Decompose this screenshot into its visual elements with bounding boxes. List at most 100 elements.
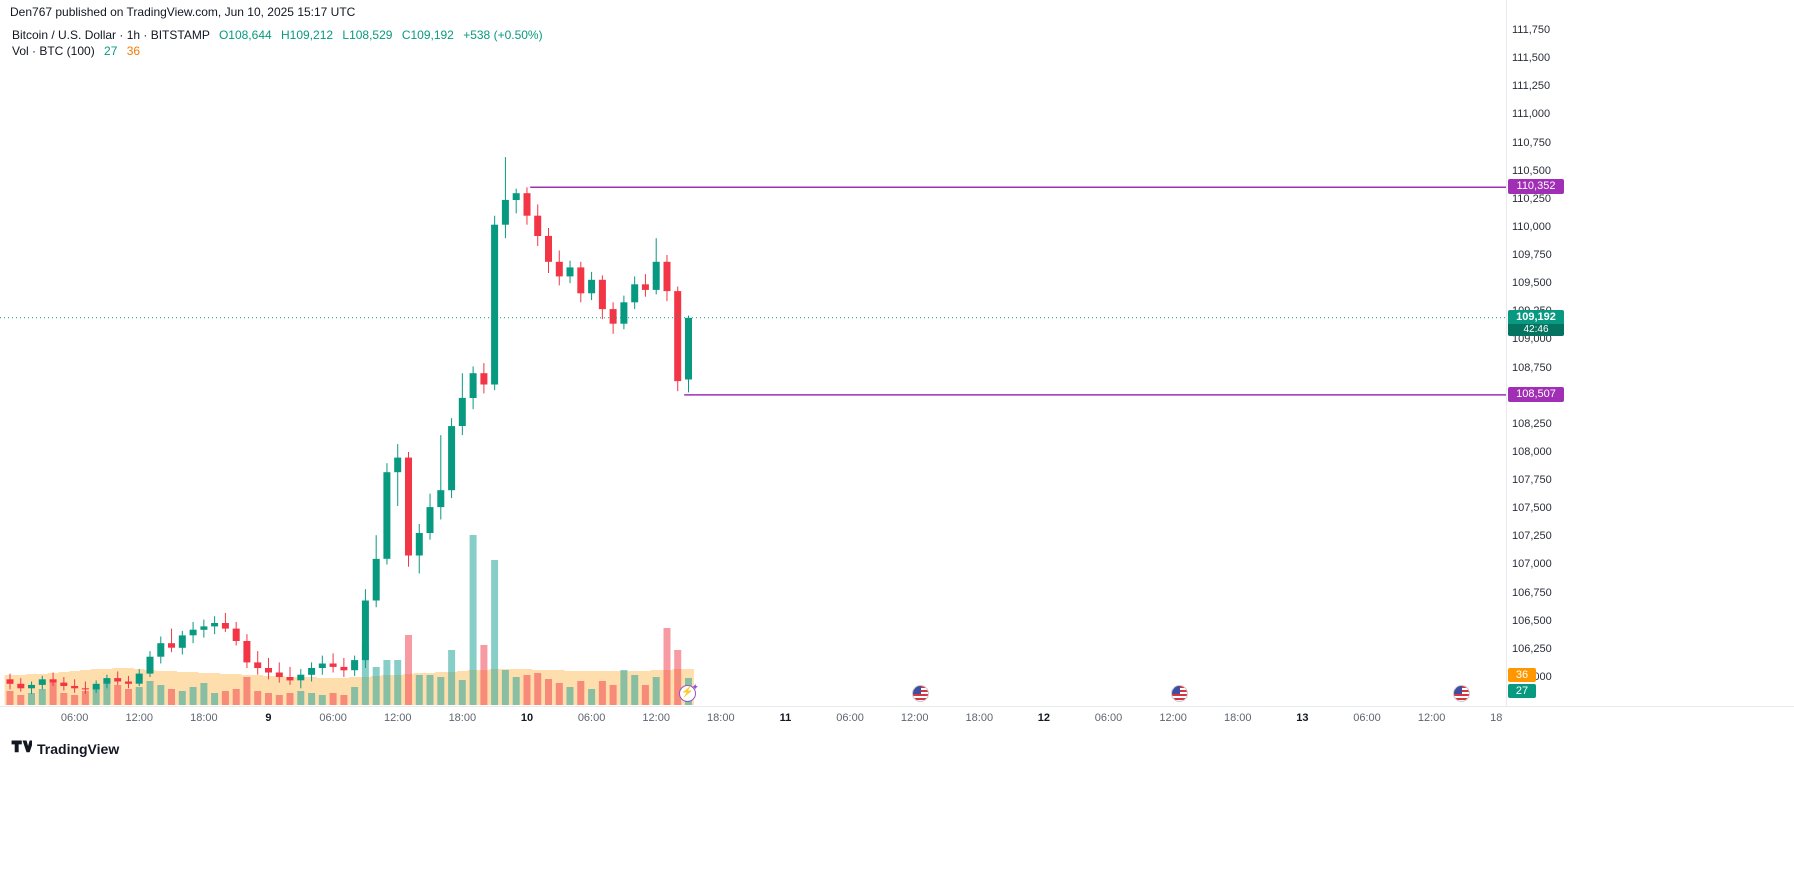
volume-bar: [405, 635, 412, 705]
us-economic-event-flag-icon[interactable]: [911, 685, 929, 702]
time-tick-label: 06:00: [836, 712, 864, 724]
volume-bar: [588, 689, 596, 705]
price-tick-label: 111,250: [1512, 80, 1551, 93]
time-tick-label: 06:00: [577, 712, 606, 724]
level-price-badge-110352: 110,352: [1508, 179, 1564, 195]
time-tick-label: 12:00: [1417, 712, 1446, 724]
bar-countdown: 42:46: [1508, 323, 1564, 336]
volume-bar: [92, 687, 100, 705]
volume-bar: [598, 681, 606, 705]
candle-body: [674, 291, 682, 382]
volume-bar: [555, 683, 563, 705]
price-tick-label: 110,000: [1512, 220, 1551, 233]
volume-bar: [674, 650, 682, 705]
candle-body: [545, 235, 552, 262]
candle-body: [146, 656, 154, 674]
candle-body: [168, 643, 175, 648]
time-tick-label: 06:00: [60, 712, 89, 724]
candle-body: [221, 623, 229, 629]
volume-bar: [60, 693, 68, 705]
volume-bar: [394, 660, 402, 705]
volume-bar: [135, 687, 143, 705]
price-tick-label: 110,250: [1512, 192, 1551, 205]
candle-body: [329, 663, 337, 667]
candle-body: [6, 679, 14, 684]
volume-bar: [329, 693, 337, 705]
price-tick-label: 107,750: [1512, 474, 1552, 487]
candle-body: [351, 660, 359, 671]
volume-label[interactable]: Vol · BTC (100): [12, 44, 95, 58]
candle-body: [588, 279, 596, 294]
volume-bar: [491, 560, 499, 705]
volume-bar: [652, 677, 660, 705]
idea-lightning-icon[interactable]: ⚡ ✦: [678, 682, 699, 702]
candle-body: [415, 533, 423, 556]
candle-body: [92, 683, 100, 690]
volume-bar: [480, 645, 488, 705]
volume-bar: [157, 685, 165, 705]
price-tick-label: 108,000: [1512, 445, 1552, 458]
volume-bar: [351, 687, 359, 705]
candle-body: [286, 677, 294, 681]
price-tick-label: 106,250: [1512, 642, 1552, 655]
time-tick-label: 18:00: [707, 712, 735, 724]
volume-bar: [81, 691, 89, 705]
time-tick-label: 12:00: [900, 712, 929, 724]
candle-body: [426, 507, 434, 533]
volume-bar: [458, 680, 466, 705]
current-price-badge: 109,192 42:46: [1508, 309, 1564, 336]
candle-body: [178, 635, 186, 648]
us-economic-event-flag-icon[interactable]: [1171, 685, 1189, 702]
volume-bar: [609, 685, 617, 705]
candle-body: [577, 267, 585, 294]
candle-body: [469, 373, 477, 398]
candle-body: [232, 628, 240, 641]
candle-body: [49, 679, 57, 683]
volume-bar: [512, 677, 520, 705]
symbol-title[interactable]: Bitcoin / U.S. Dollar · 1h · BITSTAMP: [12, 28, 210, 42]
candle-body: [372, 558, 380, 601]
price-tick-label: 110,750: [1512, 136, 1551, 149]
volume-bar: [232, 689, 240, 705]
price-tick-label: 111,500: [1512, 52, 1551, 65]
candle-body: [609, 309, 617, 324]
time-scale-separator: [0, 706, 1794, 707]
candle-body: [81, 688, 89, 690]
volume-bar: [265, 693, 272, 705]
volume-bar: [189, 687, 197, 705]
price-tick-label: 108,250: [1512, 417, 1552, 430]
volume-bar: [297, 691, 305, 705]
volume-bar: [426, 675, 434, 705]
us-economic-event-flag-icon[interactable]: [1453, 685, 1471, 702]
volume-bar: [448, 650, 456, 705]
time-tick-day-label: 11: [779, 712, 792, 724]
volume-bar: [28, 693, 35, 705]
candle-body: [318, 663, 326, 668]
volume-bar: [318, 695, 326, 705]
price-tick-label: 108,750: [1512, 361, 1552, 374]
volume-bar: [103, 679, 111, 705]
volume-bar: [308, 693, 316, 705]
candle-body: [652, 261, 660, 290]
volume-bar: [38, 689, 46, 705]
tradingview-logo-icon: [10, 738, 34, 759]
candle-body: [103, 678, 111, 684]
candle-body: [38, 679, 46, 685]
candle-body: [125, 681, 132, 684]
candle-body: [340, 666, 348, 671]
volume-bar: [566, 687, 574, 705]
volume-bar: [17, 695, 25, 705]
time-tick-label: 18:00: [190, 712, 218, 724]
ohlc-close: C109,192: [401, 28, 454, 42]
volume-current-value: 27: [104, 44, 118, 58]
price-tick-label: 109,750: [1512, 249, 1552, 262]
volume-bar: [663, 628, 671, 705]
volume-legend: Vol · BTC (100) 27 36: [12, 44, 140, 58]
price-tick-label: 107,000: [1512, 558, 1552, 571]
candle-body: [501, 199, 509, 225]
tradingview-logo[interactable]: TradingView: [10, 738, 119, 759]
time-tick-label: 06:00: [1353, 712, 1381, 724]
ohlc-open: O108,644: [218, 28, 272, 42]
